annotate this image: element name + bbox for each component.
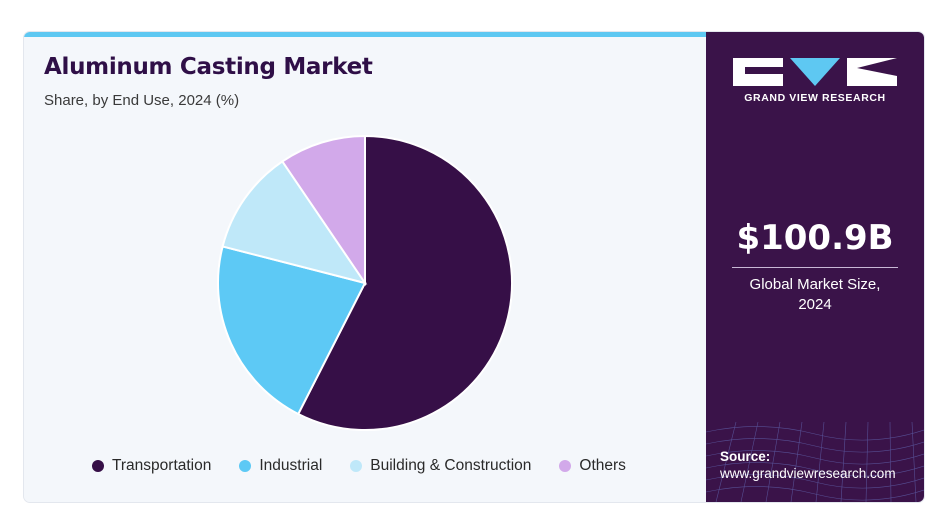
chart-panel: Aluminum Casting Market Share, by End Us…	[24, 32, 706, 502]
legend-label-transportation: Transportation	[112, 457, 212, 474]
source-note: Source: www.grandviewresearch.com	[720, 448, 896, 482]
brand-panel: GRAND VIEW RESEARCH $100.9B Global Marke…	[706, 32, 924, 502]
legend-item-others: Others	[559, 457, 626, 475]
legend-swatch-industrial	[239, 460, 252, 472]
legend-swatch-building-construction	[350, 460, 363, 472]
market-size-caption-line2: 2024	[798, 296, 832, 313]
pie-slice-others	[280, 134, 366, 287]
chart-legend: Transportation Industrial Building & Con…	[92, 457, 654, 475]
legend-item-industrial: Industrial	[239, 457, 322, 475]
market-size-caption: Global Market Size, 2024	[726, 275, 904, 315]
decorative-wave-grid	[706, 421, 924, 502]
chart-subtitle: Share, by End Use, 2024 (%)	[44, 92, 240, 109]
legend-label-building-construction: Building & Construction	[370, 457, 532, 474]
source-url: www.grandviewresearch.com	[720, 466, 896, 481]
pie-slice-transportation	[296, 134, 513, 431]
stat-divider	[732, 267, 898, 268]
legend-swatch-transportation	[92, 460, 104, 472]
brand-name: GRAND VIEW RESEARCH	[744, 92, 886, 104]
grand-view-research-logo-icon	[733, 58, 897, 86]
legend-label-others: Others	[579, 457, 626, 474]
chart-title: Aluminum Casting Market	[44, 54, 373, 80]
legend-item-transportation: Transportation	[92, 457, 211, 475]
source-label: Source:	[720, 449, 771, 464]
legend-label-industrial: Industrial	[259, 457, 323, 474]
market-size-caption-line1: Global Market Size,	[749, 276, 881, 293]
market-size-value: $100.9B	[736, 218, 894, 258]
pie-chart	[217, 134, 513, 431]
infographic-card: Aluminum Casting Market Share, by End Us…	[24, 32, 924, 502]
pie-slice-industrial	[217, 245, 367, 416]
accent-bar	[24, 32, 706, 37]
pie-slice-building-construction	[221, 160, 368, 285]
legend-swatch-others	[559, 460, 572, 472]
legend-item-building-construction: Building & Construction	[350, 457, 531, 475]
